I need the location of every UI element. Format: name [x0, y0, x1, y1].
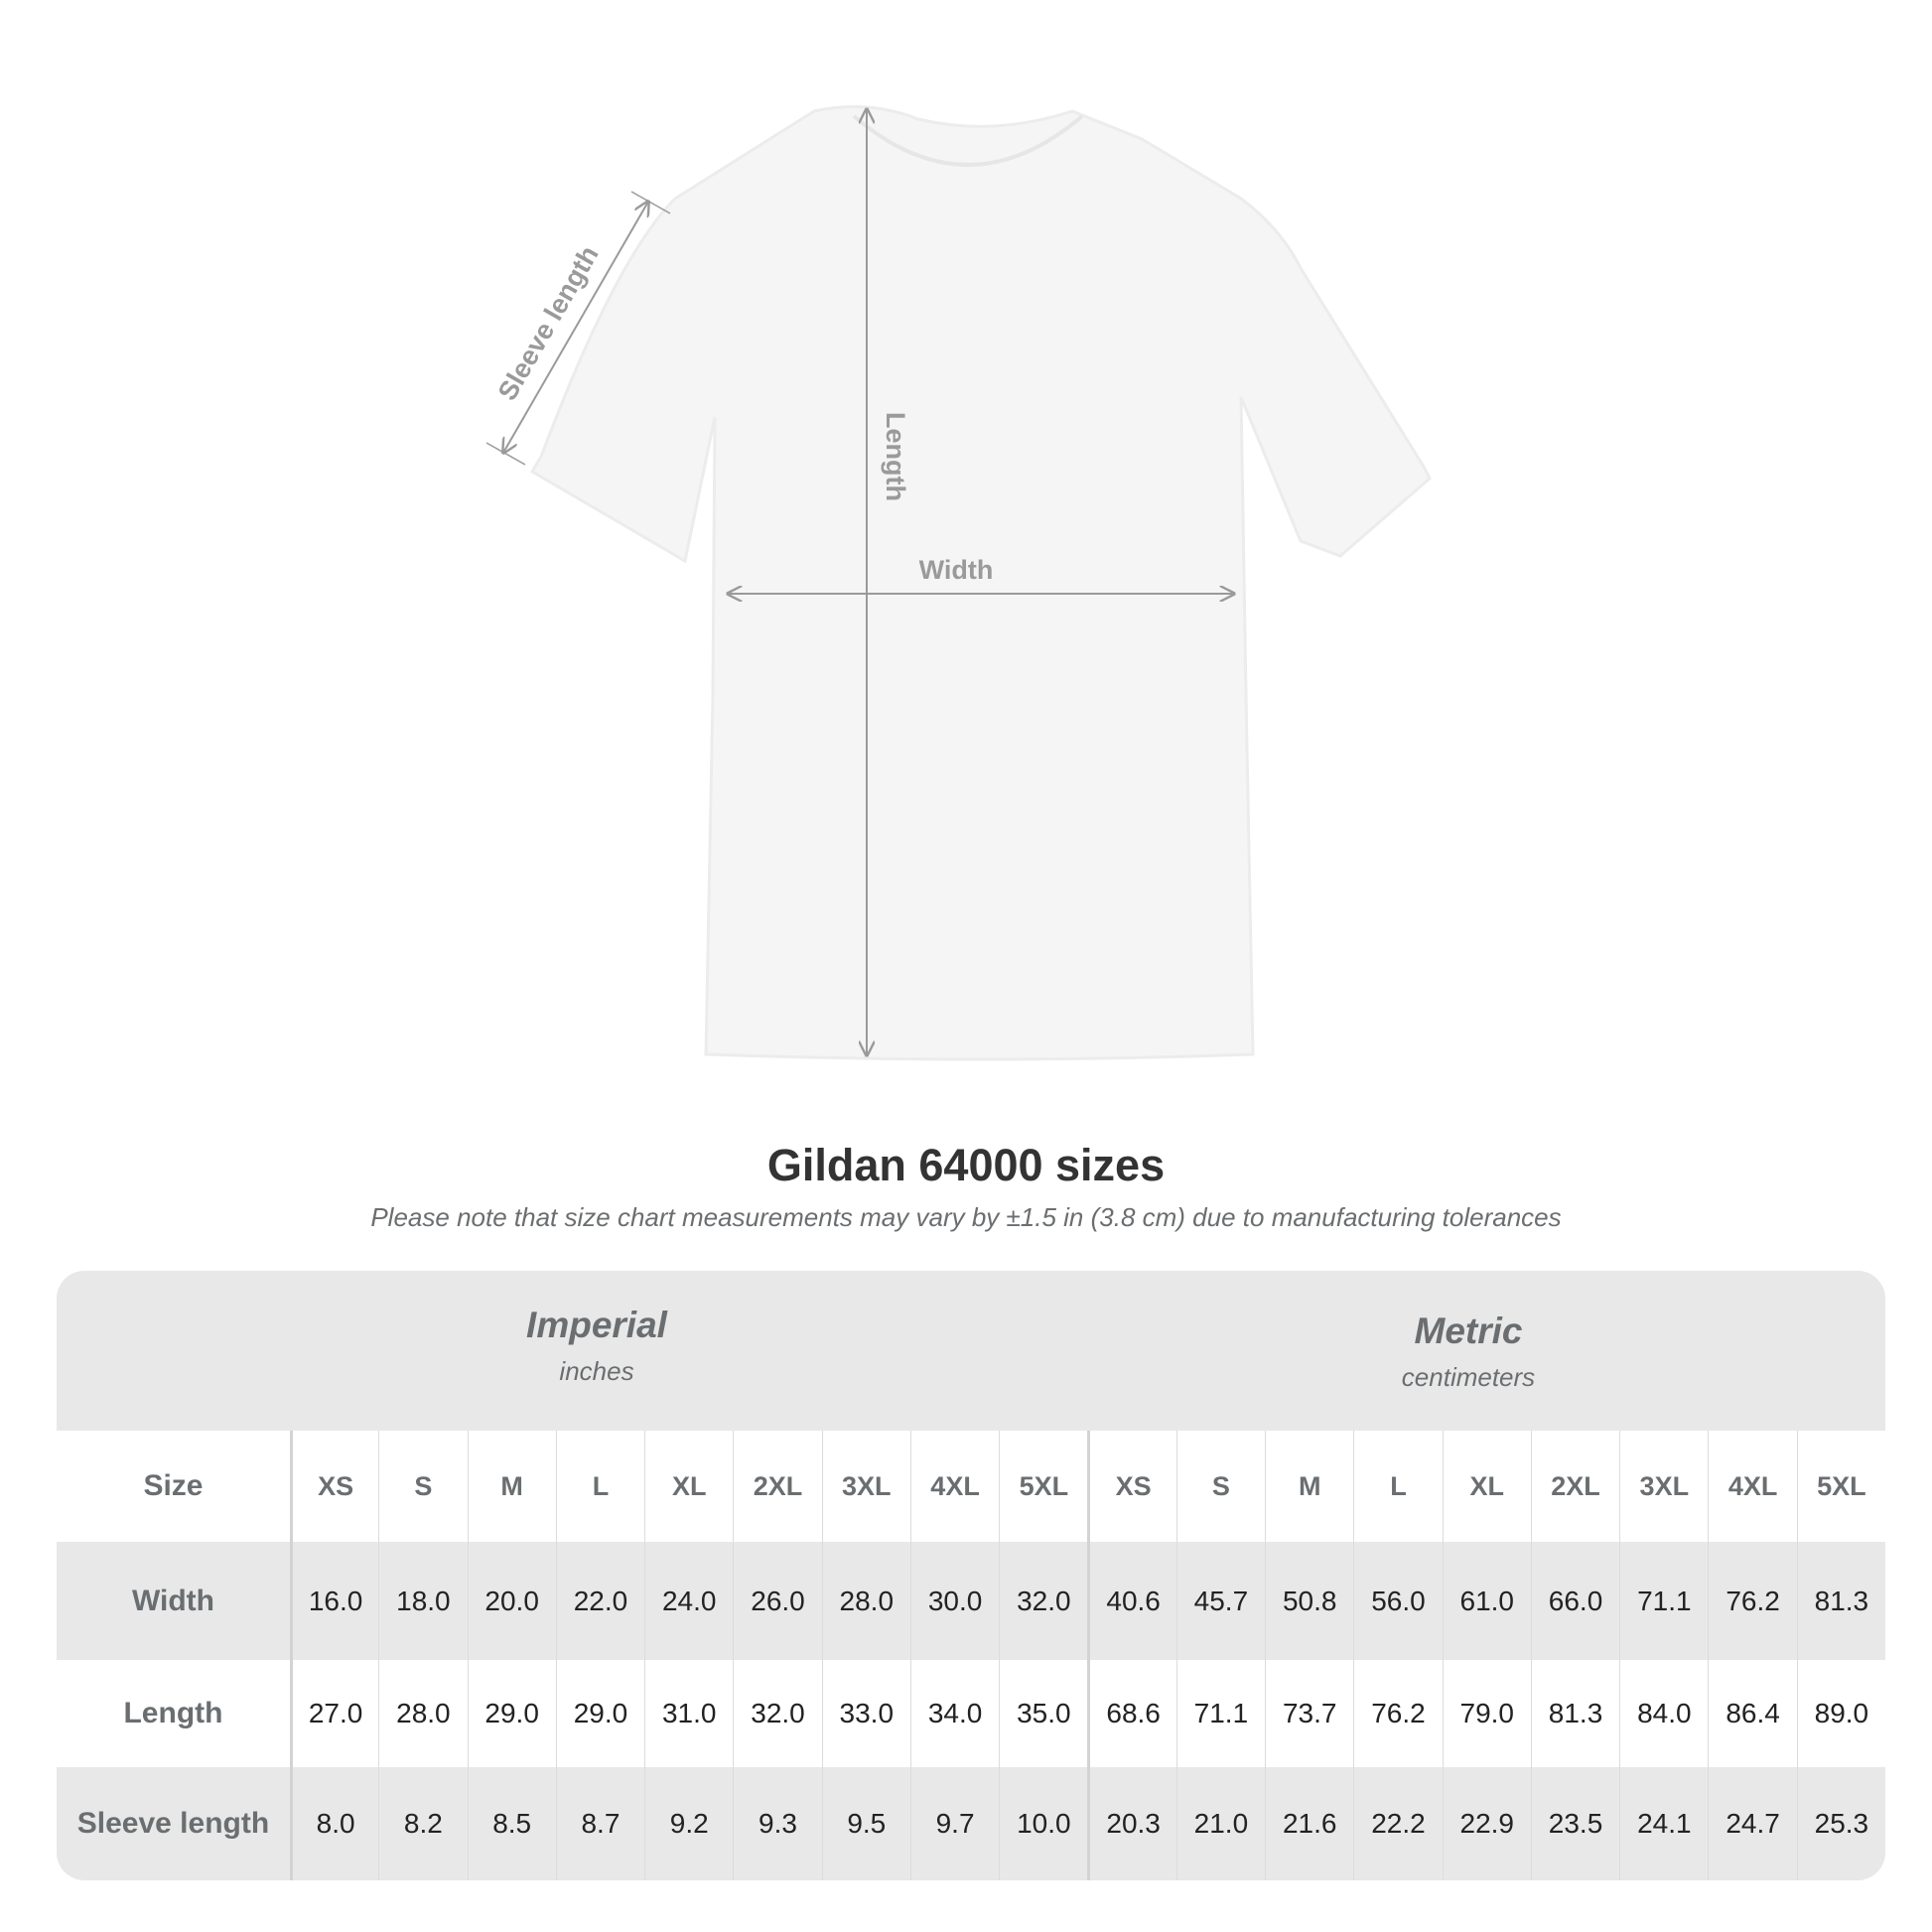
size-header: L [555, 1431, 644, 1542]
table-cell: 40.6 [1087, 1542, 1175, 1660]
size-row: Size XS S M L XL 2XL 3XL 4XL 5XL XS S M L XL 2XL 3XL 4XL 5… [57, 1431, 1885, 1542]
table-row: Length 27.0 28.0 29.0 29.0 31.0 32.0 33.0 34.0 35… [57, 1660, 1885, 1767]
table-row: Width 16.0 18.0 20.0 22.0 24.0 26.0 28.0 30.0 32.… [57, 1542, 1885, 1660]
table-cell: 35.0 [999, 1660, 1087, 1767]
size-header: S [378, 1431, 467, 1542]
table-cell: 10.0 [999, 1767, 1087, 1880]
table-cell: 20.3 [1087, 1767, 1175, 1880]
table-cell: 81.3 [1796, 1542, 1885, 1660]
table-cell: 8.0 [289, 1767, 378, 1880]
table-cell: 24.1 [1619, 1767, 1708, 1880]
size-header: M [467, 1431, 556, 1542]
table-cell: 16.0 [289, 1542, 378, 1660]
size-header: 3XL [1619, 1431, 1708, 1542]
table-cell: 32.0 [999, 1542, 1087, 1660]
table-cell: 29.0 [467, 1660, 556, 1767]
table-cell: 31.0 [644, 1660, 733, 1767]
size-header: 2XL [733, 1431, 821, 1542]
size-header: XL [644, 1431, 733, 1542]
size-header: 5XL [999, 1431, 1087, 1542]
size-header: L [1353, 1431, 1442, 1542]
size-header: M [1265, 1431, 1353, 1542]
row-label: Sleeve length [76, 1807, 270, 1840]
table-cell: 81.3 [1530, 1660, 1619, 1767]
size-header: XS [1087, 1431, 1175, 1542]
size-header: XS [289, 1431, 378, 1542]
table-cell: 33.0 [821, 1660, 910, 1767]
size-header: 4XL [1708, 1431, 1796, 1542]
imperial-unit: inches [559, 1356, 634, 1386]
table-cell: 84.0 [1619, 1660, 1708, 1767]
table-cell: 23.5 [1530, 1767, 1619, 1880]
table-cell: 56.0 [1353, 1542, 1442, 1660]
metric-header: Metric centimeters [1171, 1311, 1766, 1393]
metric-unit: centimeters [1401, 1362, 1536, 1392]
width-label: Width [919, 555, 994, 585]
page-title: Gildan 64000 sizes [766, 1140, 1166, 1190]
sleeve-length-arrow [503, 202, 648, 453]
size-header: 2XL [1530, 1431, 1619, 1542]
table-cell: 21.0 [1175, 1767, 1265, 1880]
table-cell: 89.0 [1796, 1660, 1885, 1767]
table-cell: 45.7 [1175, 1542, 1265, 1660]
row-label: Length [123, 1697, 223, 1729]
table-cell: 86.4 [1708, 1660, 1796, 1767]
tolerance-note: Please note that size chart measurements… [370, 1202, 1562, 1232]
table-row: Sleeve length 8.0 8.2 8.5 8.7 9.2 9.3 9.5 9.7 10.… [57, 1767, 1885, 1880]
table-cell: 79.0 [1442, 1660, 1531, 1767]
table-cell: 8.7 [555, 1767, 644, 1880]
table-cell: 20.0 [467, 1542, 556, 1660]
table-cell: 24.7 [1708, 1767, 1796, 1880]
table-cell: 8.5 [467, 1767, 556, 1880]
table-cell: 28.0 [821, 1542, 910, 1660]
size-table: Imperial inches Metric centimeters Size X… [57, 1271, 1885, 1880]
table-cell: 50.8 [1265, 1542, 1353, 1660]
size-label: Size [143, 1469, 204, 1502]
table-cell: 9.3 [733, 1767, 821, 1880]
table-cell: 9.5 [821, 1767, 910, 1880]
imperial-title: Imperial [526, 1305, 667, 1345]
table-cell: 29.0 [555, 1660, 644, 1767]
table-cell: 18.0 [378, 1542, 467, 1660]
size-header: S [1175, 1431, 1265, 1542]
table-cell: 76.2 [1708, 1542, 1796, 1660]
table-cell: 71.1 [1619, 1542, 1708, 1660]
table-cell: 28.0 [378, 1660, 467, 1767]
table-cell: 27.0 [289, 1660, 378, 1767]
metric-title: Metric [1414, 1311, 1523, 1351]
table-cell: 76.2 [1353, 1660, 1442, 1767]
size-header: 3XL [821, 1431, 910, 1542]
row-label: Width [131, 1584, 214, 1617]
table-cell: 68.6 [1087, 1660, 1175, 1767]
table-cell: 9.2 [644, 1767, 733, 1880]
table-cell: 32.0 [733, 1660, 821, 1767]
table-cell: 71.1 [1175, 1660, 1265, 1767]
size-header: 5XL [1796, 1431, 1885, 1542]
tshirt-diagram: Sleeve length Length Width [485, 105, 1432, 1061]
table-cell: 22.0 [555, 1542, 644, 1660]
length-label: Length [881, 412, 910, 501]
table-cell: 22.9 [1442, 1767, 1531, 1880]
table-cell: 22.2 [1353, 1767, 1442, 1880]
imperial-header: Imperial inches [299, 1305, 895, 1387]
size-header: 4XL [909, 1431, 999, 1542]
table-cell: 9.7 [909, 1767, 999, 1880]
table-cell: 30.0 [909, 1542, 999, 1660]
table-cell: 26.0 [733, 1542, 821, 1660]
table-cell: 61.0 [1442, 1542, 1531, 1660]
table-cell: 34.0 [909, 1660, 999, 1767]
table-cell: 73.7 [1265, 1660, 1353, 1767]
table-cell: 21.6 [1265, 1767, 1353, 1880]
table-cell: 25.3 [1796, 1767, 1885, 1880]
table-cell: 24.0 [644, 1542, 733, 1660]
table-cell: 8.2 [378, 1767, 467, 1880]
size-header: XL [1442, 1431, 1531, 1542]
table-cell: 66.0 [1530, 1542, 1619, 1660]
